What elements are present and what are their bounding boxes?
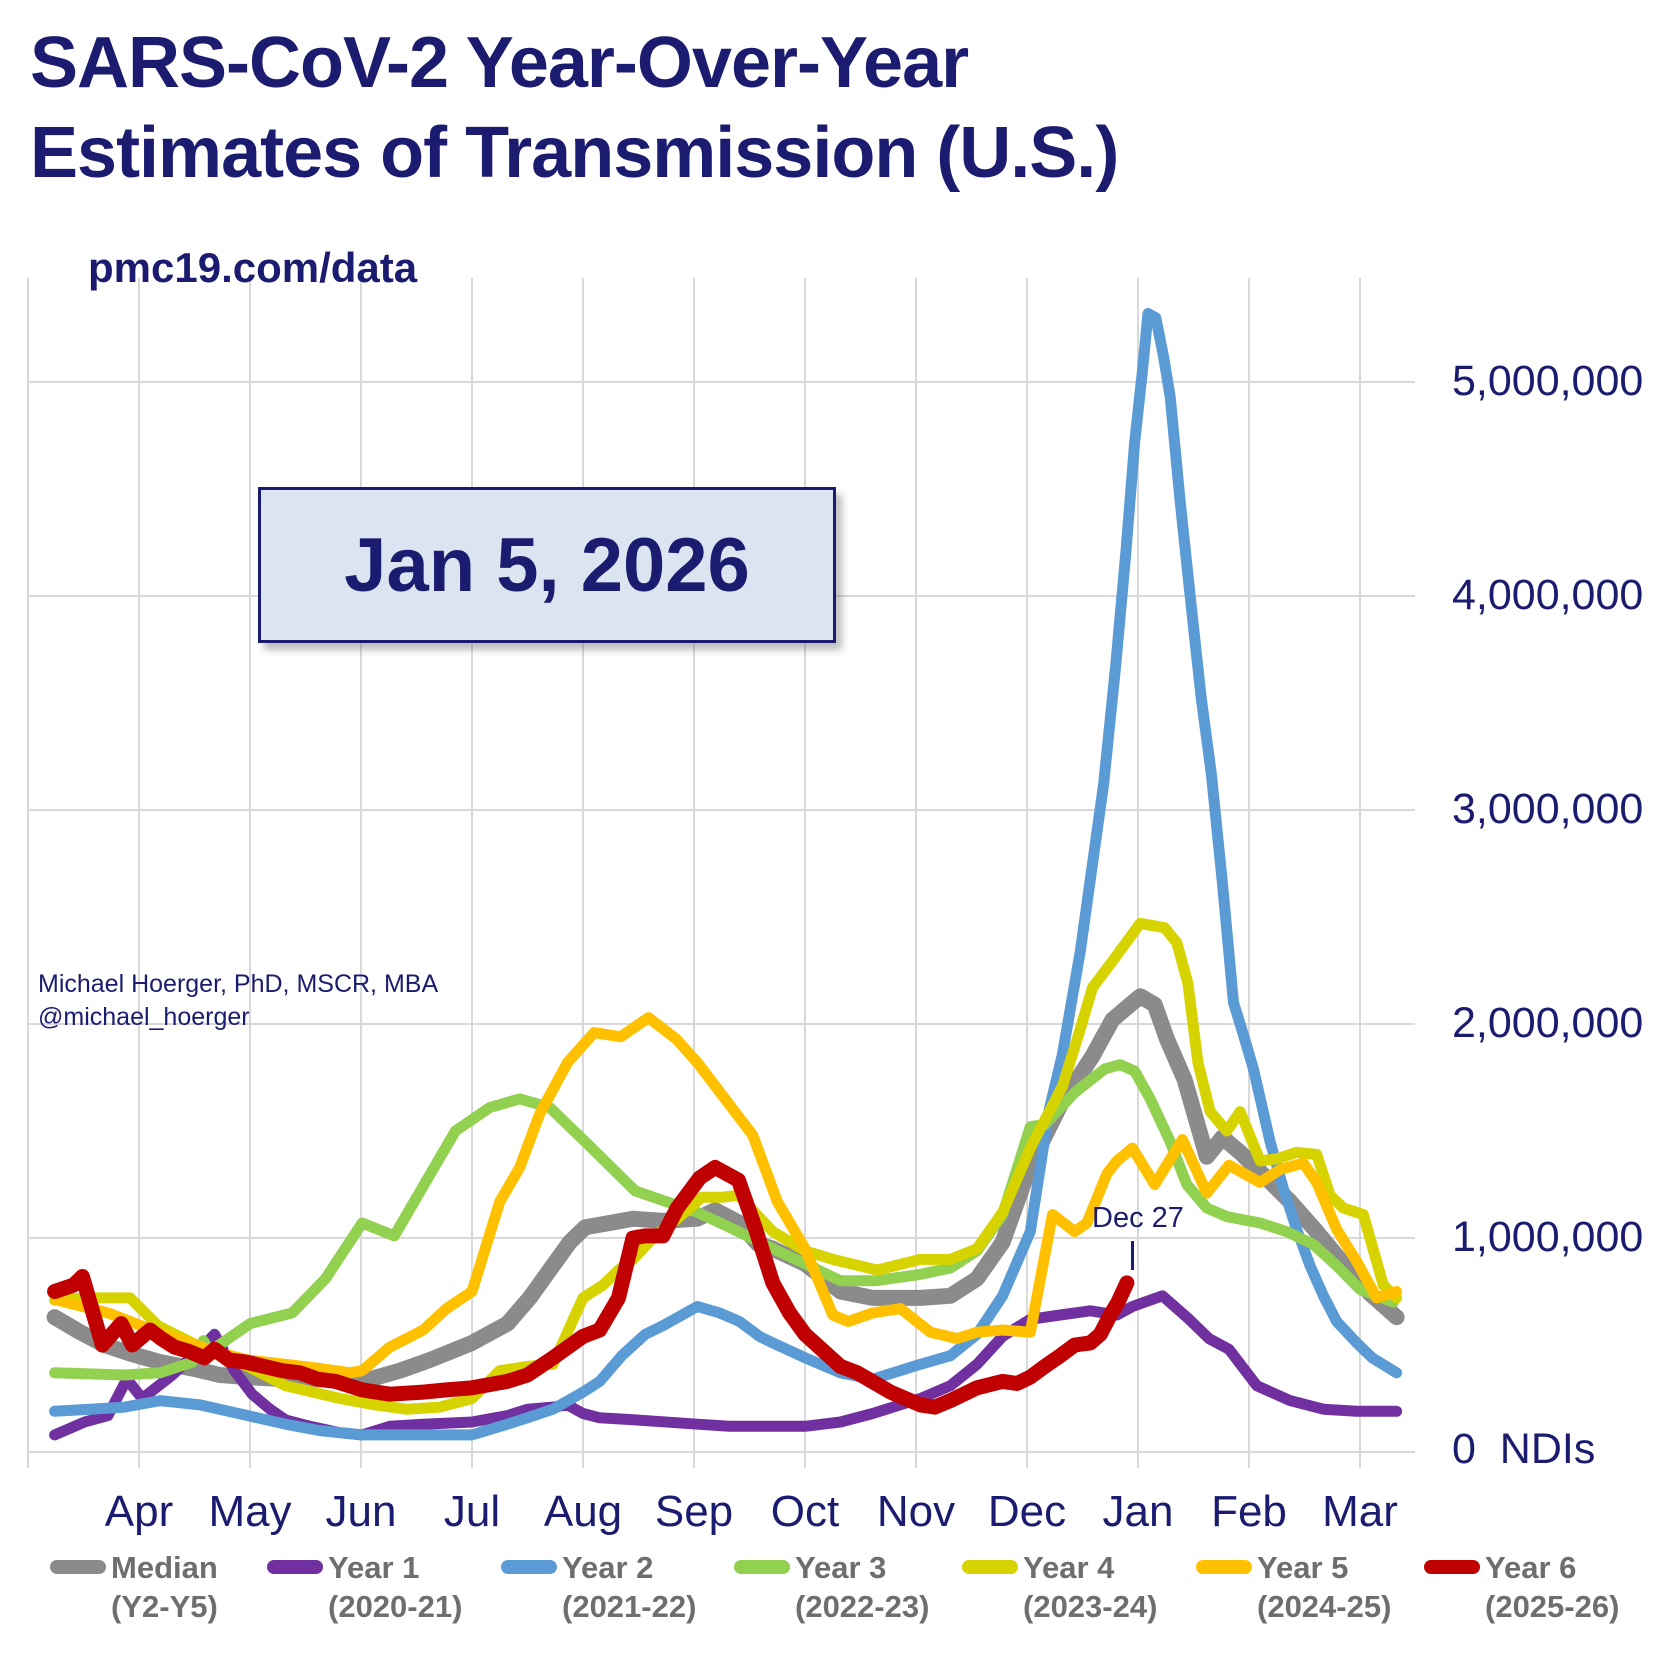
series-year-6-2025-26- bbox=[47, 1159, 1135, 1415]
x-axis-label-dec: Dec bbox=[987, 1487, 1067, 1536]
page-title-line2: Estimates of Transmission (U.S.) bbox=[30, 113, 1119, 193]
date-callout-box: Jan 5, 2026 bbox=[258, 487, 836, 643]
dec-27-annotation: Dec 27 bbox=[1092, 1202, 1184, 1234]
legend-label: Year 1 (2020-21) bbox=[328, 1550, 463, 1624]
attribution-handle: @michael_hoerger bbox=[38, 1003, 250, 1031]
series-year-2-2021-22- bbox=[49, 308, 1403, 1441]
series-year-3-2022-23- bbox=[49, 1059, 1399, 1381]
legend-item-median: Median (Y2-Y5) bbox=[50, 1548, 218, 1626]
legend-item-year-5: Year 5 (2024-25) bbox=[1196, 1548, 1391, 1626]
legend-item-year-6: Year 6 (2025-26) bbox=[1424, 1548, 1619, 1626]
dec-27-annotation-tick bbox=[1131, 1241, 1134, 1270]
legend-swatch-icon bbox=[1196, 1560, 1252, 1574]
x-axis-label-may: May bbox=[208, 1487, 292, 1536]
x-axis-label-aug: Aug bbox=[543, 1487, 623, 1536]
x-axis-label-sep: Sep bbox=[654, 1487, 734, 1536]
legend-item-year-2: Year 2 (2021-22) bbox=[501, 1548, 696, 1626]
legend-item-year-3: Year 3 (2022-23) bbox=[734, 1548, 929, 1626]
legend-item-year-1: Year 1 (2020-21) bbox=[267, 1548, 462, 1626]
attribution-name: Michael Hoerger, PhD, MSCR, MBA bbox=[38, 970, 439, 998]
y-axis-label-1m: 1,000,000 bbox=[1452, 1213, 1644, 1261]
y-axis-label-zero-ndis: 0 NDIs bbox=[1452, 1425, 1596, 1473]
y-axis-label-5m: 5,000,000 bbox=[1452, 357, 1644, 405]
legend-label: Year 2 (2021-22) bbox=[562, 1550, 697, 1624]
legend-swatch-icon bbox=[501, 1560, 557, 1574]
series-year-4-2023-24- bbox=[49, 917, 1403, 1415]
legend-swatch-icon bbox=[962, 1560, 1018, 1574]
page-title: SARS-CoV-2 Year-Over-Year Estimates of T… bbox=[30, 18, 1119, 198]
legend-label: Year 3 (2022-23) bbox=[795, 1550, 930, 1624]
date-callout-text: Jan 5, 2026 bbox=[344, 522, 750, 608]
attribution: Michael Hoerger, PhD, MSCR, MBA @michael… bbox=[38, 968, 438, 1034]
x-axis-label-apr: Apr bbox=[104, 1487, 174, 1536]
legend-swatch-icon bbox=[734, 1560, 790, 1574]
page-title-line1: SARS-CoV-2 Year-Over-Year bbox=[30, 23, 969, 103]
legend-label: Year 6 (2025-26) bbox=[1485, 1550, 1620, 1624]
legend-label: Year 5 (2024-25) bbox=[1257, 1550, 1392, 1624]
y-axis-label-2m: 2,000,000 bbox=[1452, 999, 1644, 1047]
x-axis-label-jul: Jul bbox=[443, 1487, 501, 1536]
legend-swatch-icon bbox=[267, 1560, 323, 1574]
x-axis-label-mar: Mar bbox=[1322, 1487, 1398, 1536]
x-axis-label-nov: Nov bbox=[876, 1487, 956, 1536]
series-year-5-2024-25- bbox=[51, 1012, 1403, 1379]
legend-item-year-4: Year 4 (2023-24) bbox=[962, 1548, 1157, 1626]
legend-swatch-icon bbox=[50, 1560, 106, 1574]
x-axis-label-feb: Feb bbox=[1211, 1487, 1287, 1536]
data-source-link[interactable]: pmc19.com/data bbox=[88, 244, 418, 291]
x-axis-label-jun: Jun bbox=[325, 1487, 397, 1536]
x-axis-label-jan: Jan bbox=[1102, 1487, 1174, 1536]
legend-label: Year 4 (2023-24) bbox=[1023, 1550, 1158, 1624]
x-axis-label-oct: Oct bbox=[770, 1487, 840, 1536]
legend-swatch-icon bbox=[1424, 1560, 1480, 1574]
legend-label: Median (Y2-Y5) bbox=[111, 1550, 218, 1624]
y-axis-label-4m: 4,000,000 bbox=[1452, 571, 1644, 619]
y-axis-label-3m: 3,000,000 bbox=[1452, 785, 1644, 833]
